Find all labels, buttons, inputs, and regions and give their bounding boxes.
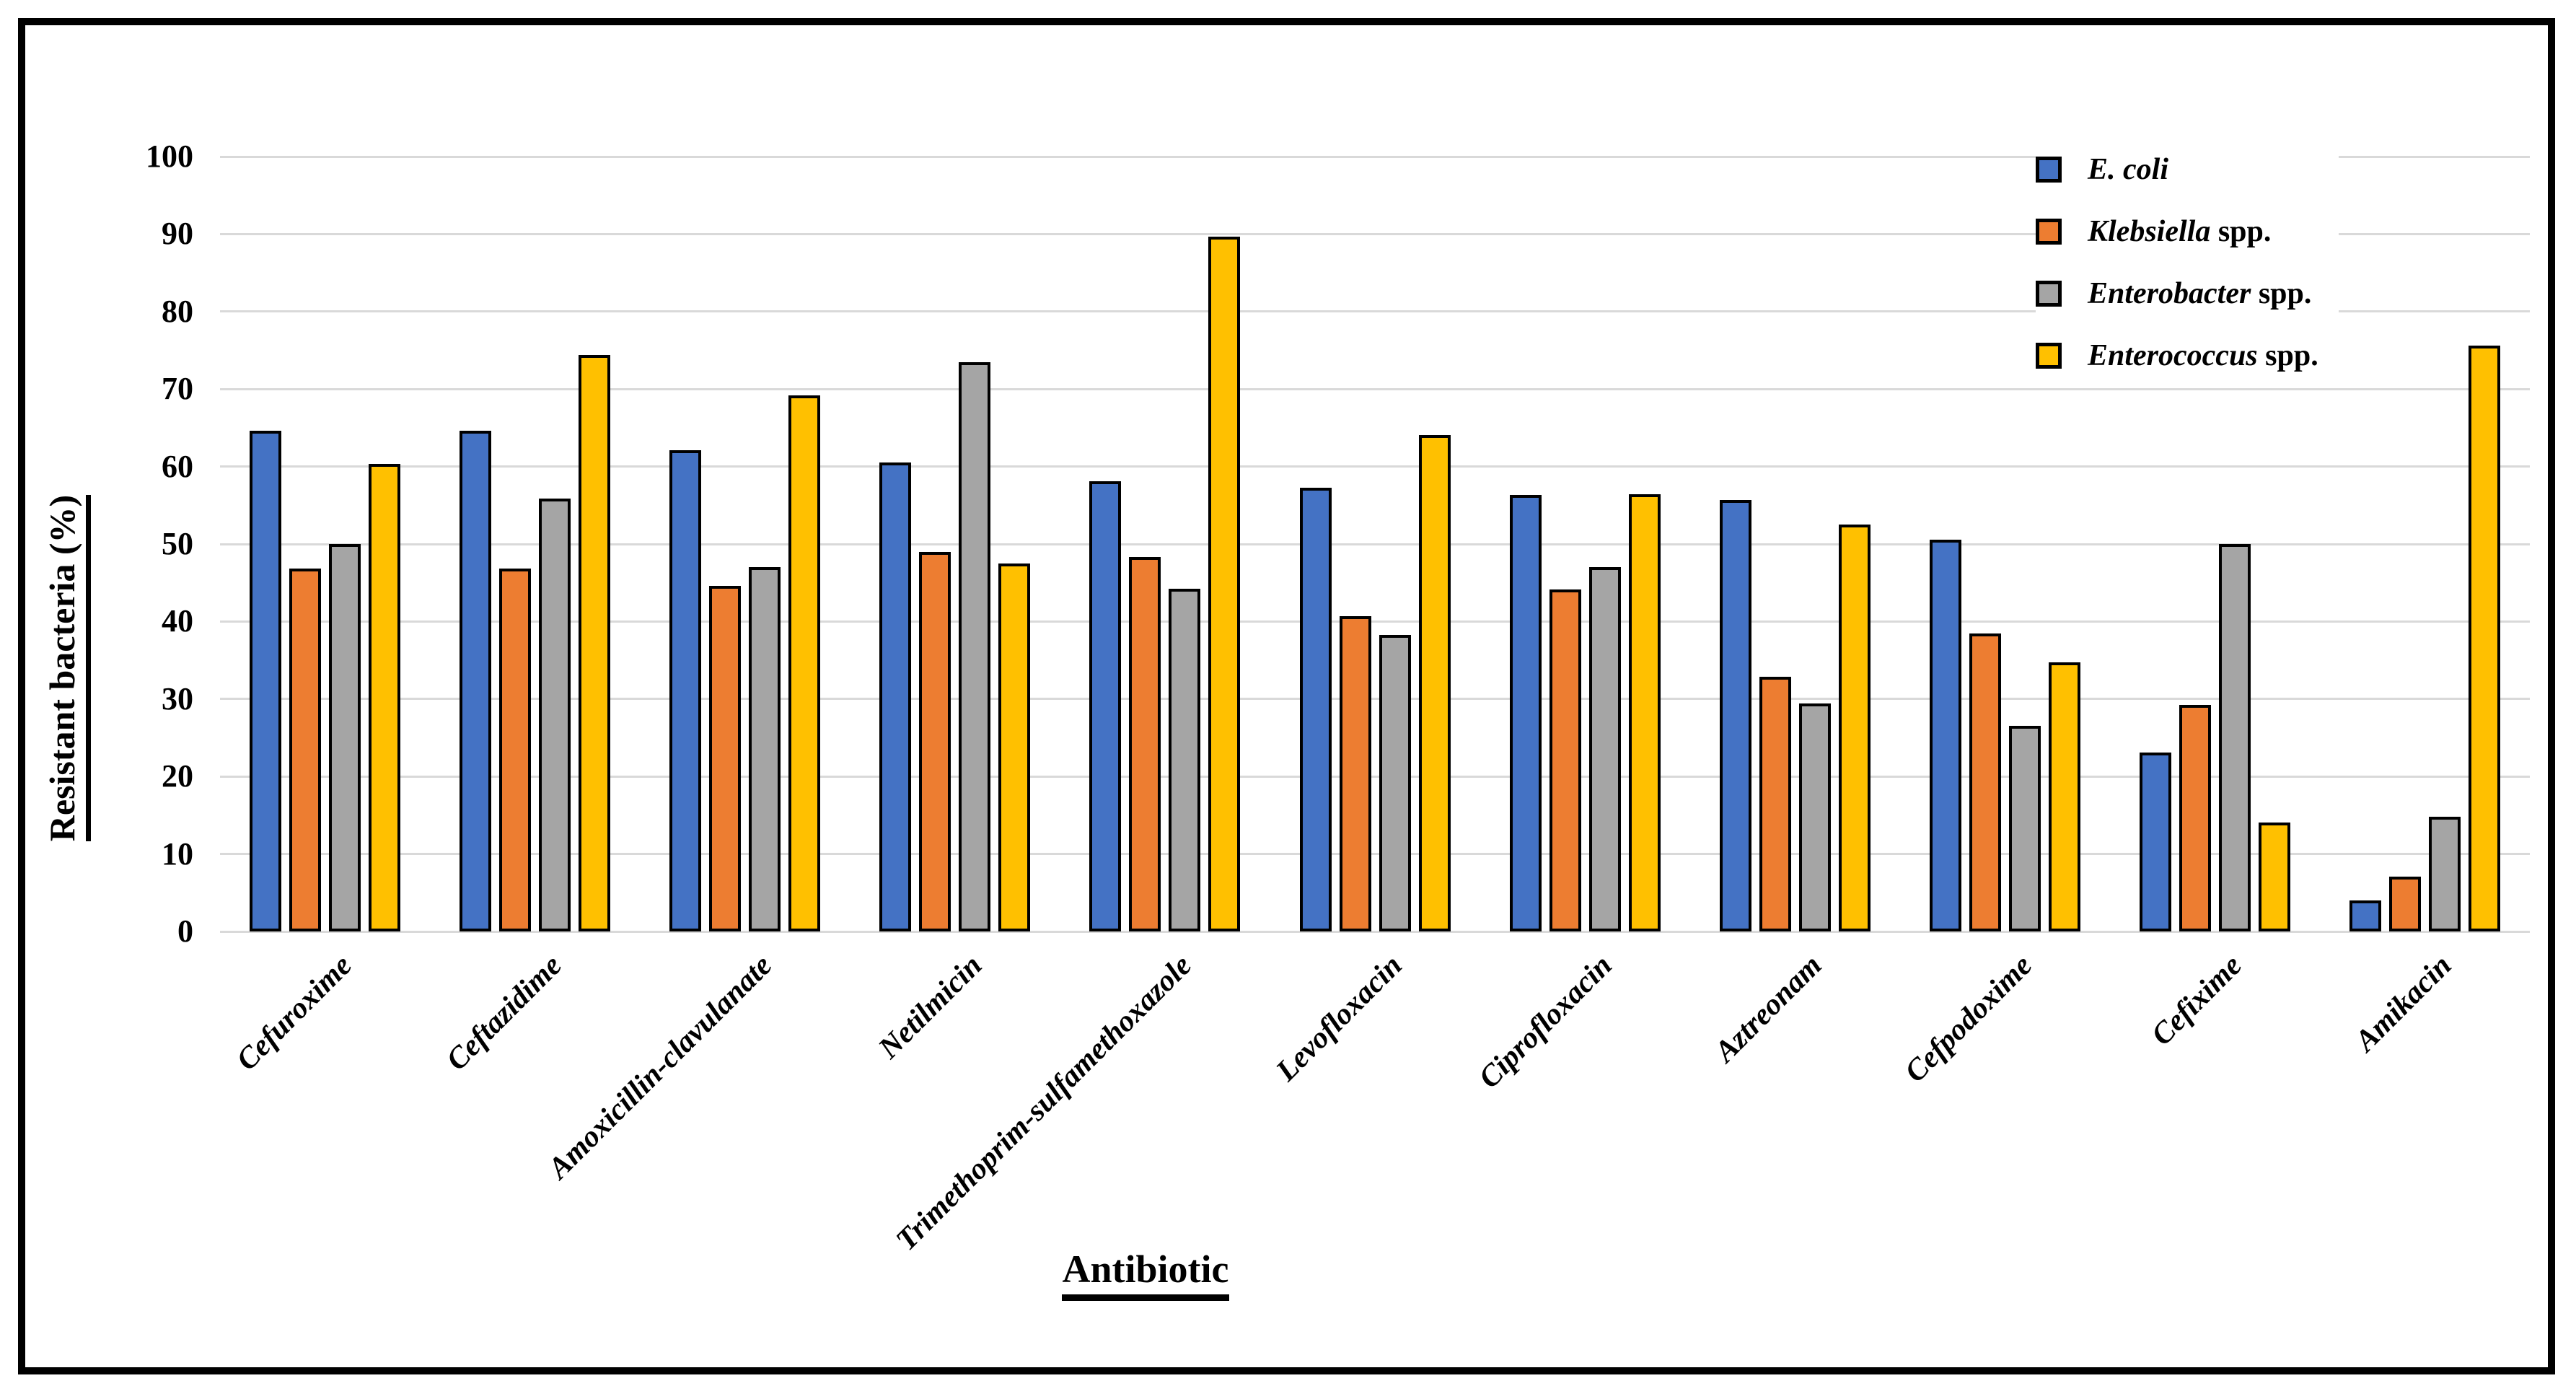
legend-item-e-coli: E. coli	[2036, 139, 2339, 201]
y-tick-label-90: 90	[162, 216, 193, 252]
figure-border	[18, 18, 2555, 1374]
bar-enterobacter-spp--amikacin	[2428, 817, 2461, 931]
bar-enterococcus-spp--ciprofloxacin	[1628, 494, 1661, 931]
plot-area	[220, 155, 2530, 933]
legend-item-enterobacter: Enterobacter spp.	[2036, 263, 2339, 325]
y-tick-label-60: 60	[162, 448, 193, 484]
y-axis-title-wrap: Resistant bacteria (%)	[41, 441, 91, 895]
bar-enterococcus-spp--amoxicillin-clavulanate	[788, 395, 821, 931]
bar-klebsiella-spp--cefuroxime	[289, 569, 322, 931]
bar-klebsiella-spp--amoxicillin-clavulanate	[709, 585, 742, 931]
bar-klebsiella-spp--ciprofloxacin	[1549, 589, 1581, 931]
bar-klebsiella-spp--cefixime	[2179, 705, 2211, 931]
bar-e-coli-trimethoprim-sulfamethoxazole	[1089, 481, 1122, 931]
legend-label: E. coli	[2088, 153, 2168, 186]
bar-e-coli-cefixime	[2139, 752, 2171, 931]
bar-klebsiella-spp--trimethoprim-sulfamethoxazole	[1129, 557, 1161, 931]
bar-klebsiella-spp--ceftazidime	[499, 569, 532, 931]
bar-enterobacter-spp--ciprofloxacin	[1588, 567, 1621, 931]
y-tick-label-50: 50	[162, 526, 193, 561]
bar-enterobacter-spp--trimethoprim-sulfamethoxazole	[1169, 589, 1201, 931]
y-tick-label-80: 80	[162, 293, 193, 329]
y-tick-label-10: 10	[162, 836, 193, 872]
legend-swatch-icon	[2036, 343, 2062, 369]
bar-enterococcus-spp--netilmicin	[998, 563, 1031, 931]
bar-e-coli-netilmicin	[879, 462, 912, 931]
bar-enterobacter-spp--cefpodoxime	[2008, 726, 2041, 931]
bar-enterobacter-spp--levofloxacin	[1379, 634, 1411, 931]
bar-enterobacter-spp--netilmicin	[959, 361, 991, 931]
legend-swatch-icon	[2036, 157, 2062, 183]
bar-klebsiella-spp--cefpodoxime	[1969, 633, 2001, 931]
bar-enterobacter-spp--cefixime	[2218, 544, 2251, 931]
bar-e-coli-levofloxacin	[1299, 487, 1332, 931]
y-tick-label-0: 0	[177, 913, 193, 949]
legend-label: Klebsiella spp.	[2088, 215, 2272, 248]
gridline-40	[220, 620, 2530, 623]
gridline-50	[220, 543, 2530, 545]
bar-klebsiella-spp--amikacin	[2388, 876, 2421, 931]
bar-enterobacter-spp--ceftazidime	[539, 498, 571, 931]
bar-e-coli-cefuroxime	[250, 431, 282, 931]
bar-enterococcus-spp--aztreonam	[1838, 525, 1871, 931]
bar-enterococcus-spp--cefpodoxime	[2048, 662, 2080, 931]
x-axis-title-wrap: Antibiotic	[1001, 1247, 1290, 1301]
y-tick-label-40: 40	[162, 603, 193, 639]
legend: E. coli Klebsiella spp. Enterobacter spp. E…	[2036, 139, 2339, 387]
gridline-30	[220, 698, 2530, 701]
gridline-60	[220, 465, 2530, 468]
gridline-90	[220, 232, 2530, 235]
bar-enterococcus-spp--amikacin	[2468, 346, 2500, 931]
legend-item-klebsiella: Klebsiella spp.	[2036, 201, 2339, 263]
bar-enterobacter-spp--amoxicillin-clavulanate	[749, 567, 781, 931]
x-axis-title: Antibiotic	[1062, 1247, 1229, 1301]
bar-e-coli-amikacin	[2349, 900, 2381, 931]
bar-klebsiella-spp--aztreonam	[1759, 676, 1791, 931]
legend-swatch-icon	[2036, 219, 2062, 245]
bar-enterococcus-spp--levofloxacin	[1418, 434, 1451, 931]
legend-swatch-icon	[2036, 281, 2062, 307]
bar-enterobacter-spp--aztreonam	[1798, 703, 1831, 931]
gridline-10	[220, 853, 2530, 856]
gridline-0	[220, 930, 2530, 933]
y-tick-label-20: 20	[162, 758, 193, 794]
bar-e-coli-cefpodoxime	[1929, 539, 1961, 931]
bar-enterococcus-spp--ceftazidime	[579, 354, 611, 931]
bar-enterococcus-spp--cefuroxime	[369, 464, 401, 931]
bar-e-coli-amoxicillin-clavulanate	[669, 450, 702, 931]
bar-e-coli-ceftazidime	[460, 431, 492, 931]
bar-klebsiella-spp--levofloxacin	[1339, 615, 1371, 931]
legend-item-enterococcus: Enterococcus spp.	[2036, 325, 2339, 387]
bar-enterococcus-spp--cefixime	[2258, 822, 2290, 931]
legend-label: Enterobacter spp.	[2088, 277, 2312, 310]
y-tick-label-70: 70	[162, 371, 193, 407]
bar-klebsiella-spp--netilmicin	[919, 551, 951, 931]
gridline-100	[220, 155, 2530, 158]
bar-enterococcus-spp--trimethoprim-sulfamethoxazole	[1208, 236, 1241, 931]
y-tick-label-30: 30	[162, 680, 193, 716]
gridline-70	[220, 387, 2530, 390]
y-tick-label-100: 100	[146, 139, 193, 174]
bar-e-coli-ciprofloxacin	[1509, 495, 1542, 931]
gridline-80	[220, 310, 2530, 313]
bar-enterobacter-spp--cefuroxime	[329, 544, 361, 931]
bar-e-coli-aztreonam	[1719, 499, 1751, 931]
gridline-20	[220, 775, 2530, 778]
legend-label: Enterococcus spp.	[2088, 339, 2318, 372]
